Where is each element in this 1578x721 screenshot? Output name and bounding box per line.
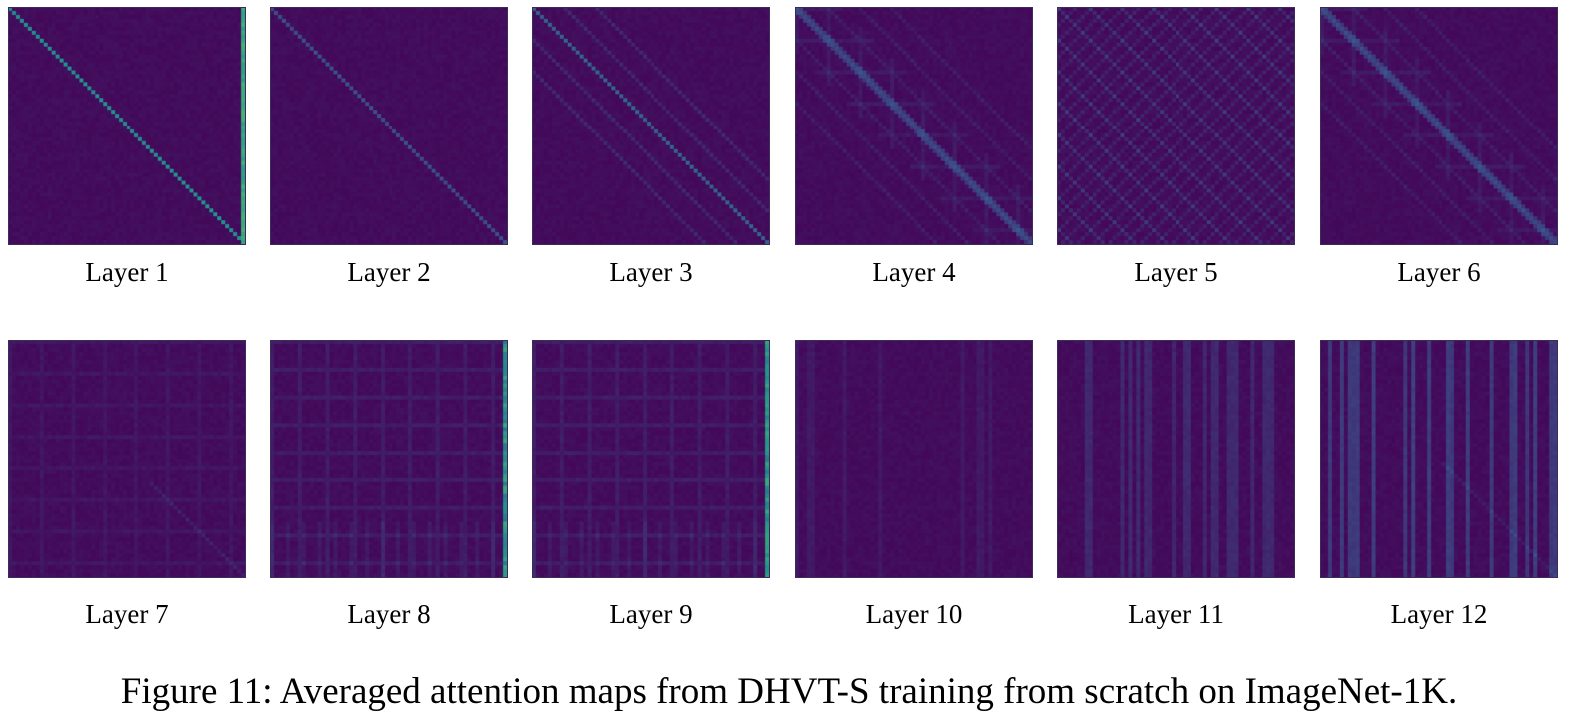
panel-label: Layer 10 [865, 599, 963, 629]
panel-label: Layer 12 [1390, 599, 1488, 629]
panel-label: Layer 6 [1397, 257, 1481, 287]
figure-caption: Figure 11: Averaged attention maps from … [120, 671, 1458, 712]
panel-layer-9: Layer 9 [532, 340, 770, 629]
panel-label: Layer 9 [609, 599, 693, 629]
panel-label: Layer 5 [1134, 257, 1218, 287]
panel-label: Layer 1 [85, 257, 169, 287]
panel-label: Layer 11 [1128, 599, 1224, 629]
attention-heatmap [532, 340, 770, 578]
panel-label: Layer 3 [609, 257, 693, 287]
panel-layer-11: Layer 11 [1057, 340, 1295, 629]
panel-layer-5: Layer 5 [1057, 7, 1295, 287]
attention-heatmap [270, 340, 508, 578]
panel-layer-2: Layer 2 [270, 7, 508, 287]
panel-layer-12: Layer 12 [1320, 340, 1558, 629]
attention-heatmap [532, 7, 770, 245]
attention-heatmap [8, 340, 246, 578]
attention-heatmap [1057, 7, 1295, 245]
attention-heatmap [1320, 340, 1558, 578]
panel-layer-1: Layer 1 [8, 7, 246, 287]
panel-layer-4: Layer 4 [795, 7, 1033, 287]
panel-layer-10: Layer 10 [795, 340, 1033, 629]
panel-label: Layer 4 [872, 257, 956, 287]
attention-heatmap [795, 7, 1033, 245]
attention-heatmap [270, 7, 508, 245]
panel-label: Layer 2 [347, 257, 431, 287]
panel-label: Layer 7 [85, 599, 169, 629]
panel-layer-7: Layer 7 [8, 340, 246, 629]
panel-layer-6: Layer 6 [1320, 7, 1558, 287]
attention-heatmap [1057, 340, 1295, 578]
panel-label: Layer 8 [347, 599, 431, 629]
attention-heatmap [1320, 7, 1558, 245]
panel-layer-3: Layer 3 [532, 7, 770, 287]
panel-layer-8: Layer 8 [270, 340, 508, 629]
attention-heatmap [8, 7, 246, 245]
attention-heatmap [795, 340, 1033, 578]
